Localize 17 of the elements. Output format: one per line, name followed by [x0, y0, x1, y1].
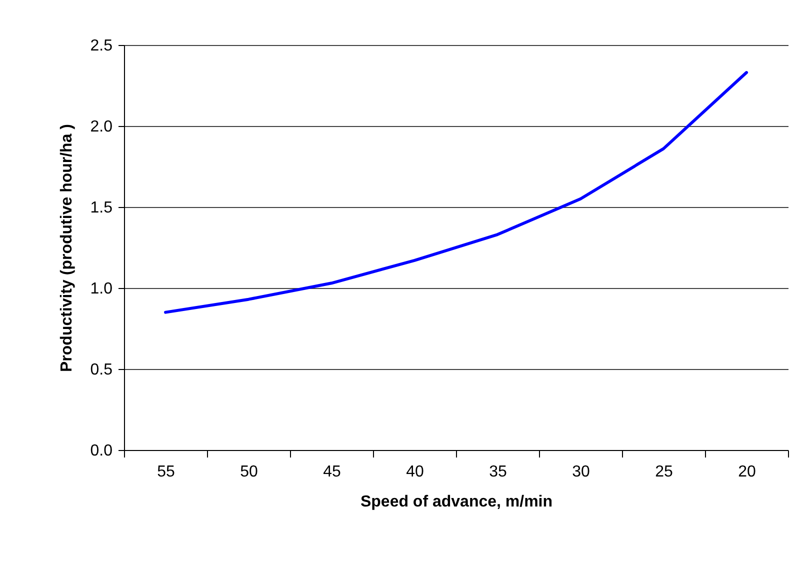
y-tick-label: 0.0 [90, 442, 113, 460]
x-tick-label: 40 [406, 464, 424, 480]
x-tick-label: 25 [655, 464, 673, 480]
x-axis-title: Speed of advance, m/min [360, 494, 553, 510]
y-tick-label: 1.0 [90, 280, 113, 298]
x-tick-label: 50 [240, 464, 258, 480]
x-tick-label: 55 [157, 464, 175, 480]
y-tick-label: 1.5 [90, 200, 113, 216]
x-tick-label: 35 [489, 464, 507, 480]
y-tick-label: 0.5 [90, 362, 113, 378]
y-tick-label: 2.0 [90, 118, 113, 136]
x-tick-label: 30 [572, 464, 590, 480]
x-tick-label: 45 [323, 464, 341, 480]
y-axis-title: Productivity (produtive hour/ha ) [58, 124, 76, 372]
y-tick-label: 2.5 [90, 38, 113, 54]
x-tick-label: 20 [738, 464, 756, 480]
line-series [164, 71, 748, 314]
